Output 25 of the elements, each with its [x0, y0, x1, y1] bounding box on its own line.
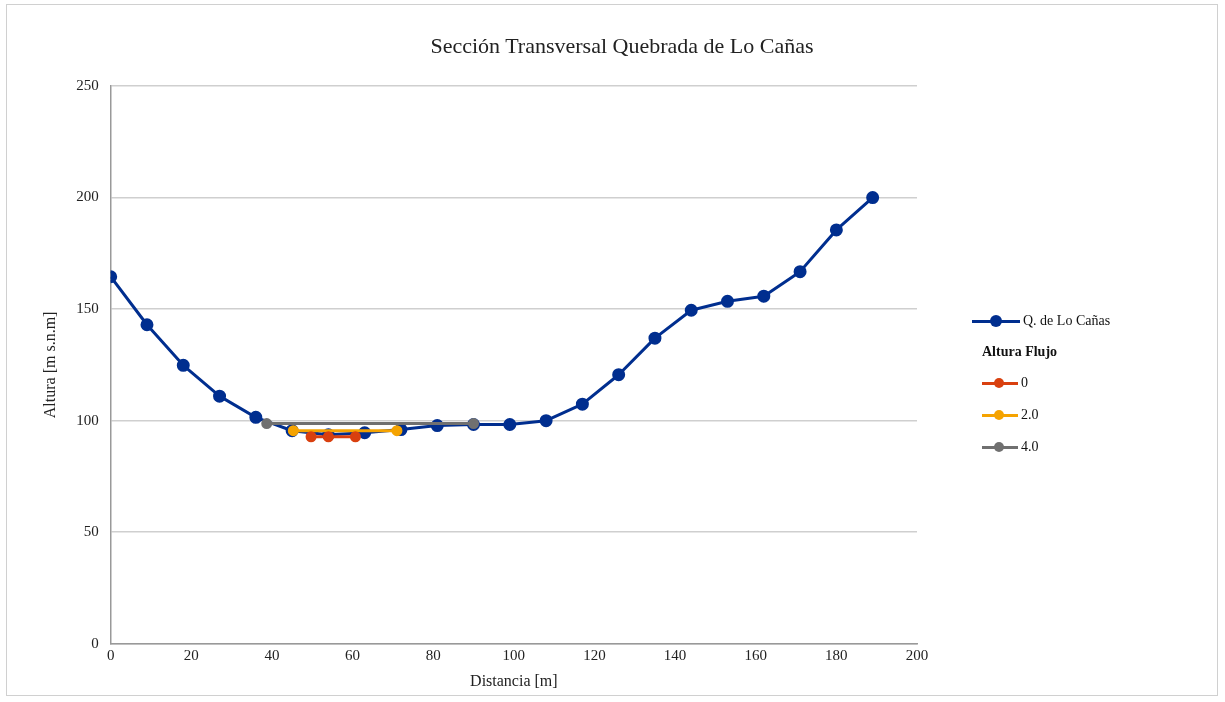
x-axis-title: Distancia [m]	[470, 671, 558, 689]
x-tick-label: 40	[264, 646, 280, 663]
x-tick-label: 80	[425, 646, 441, 663]
chart-title: Sección Transversal Quebrada de Lo Cañas	[429, 33, 815, 59]
y-tick-label: 0	[91, 634, 99, 651]
y-axis-title: Altura [m s.n.m]	[40, 311, 58, 419]
legend-label: 0	[1021, 375, 1028, 391]
x-tick-label: 120	[583, 646, 606, 663]
y-tick-label: 50	[83, 523, 99, 540]
x-tick-label: 20	[183, 646, 199, 663]
legend-label: 4.0	[1021, 439, 1039, 455]
y-tick-label: 200	[76, 188, 99, 205]
y-tick-label: 150	[76, 300, 99, 317]
legend-label: Q. de Lo Cañas	[1023, 313, 1111, 329]
x-tick-label: 60	[345, 646, 361, 663]
x-tick-label: 180	[825, 646, 848, 663]
legend-title: Altura Flujo	[982, 343, 1059, 361]
x-tick-label: 140	[663, 646, 687, 663]
x-tick-label: 0	[106, 646, 115, 663]
y-tick-label: 100	[76, 411, 99, 428]
x-tick-label: 100	[502, 646, 526, 663]
legend-label: 2.0	[1021, 407, 1039, 423]
y-tick-label: 250	[76, 76, 99, 93]
x-tick-label: 160	[744, 646, 767, 663]
x-tick-label: 200	[905, 646, 929, 663]
